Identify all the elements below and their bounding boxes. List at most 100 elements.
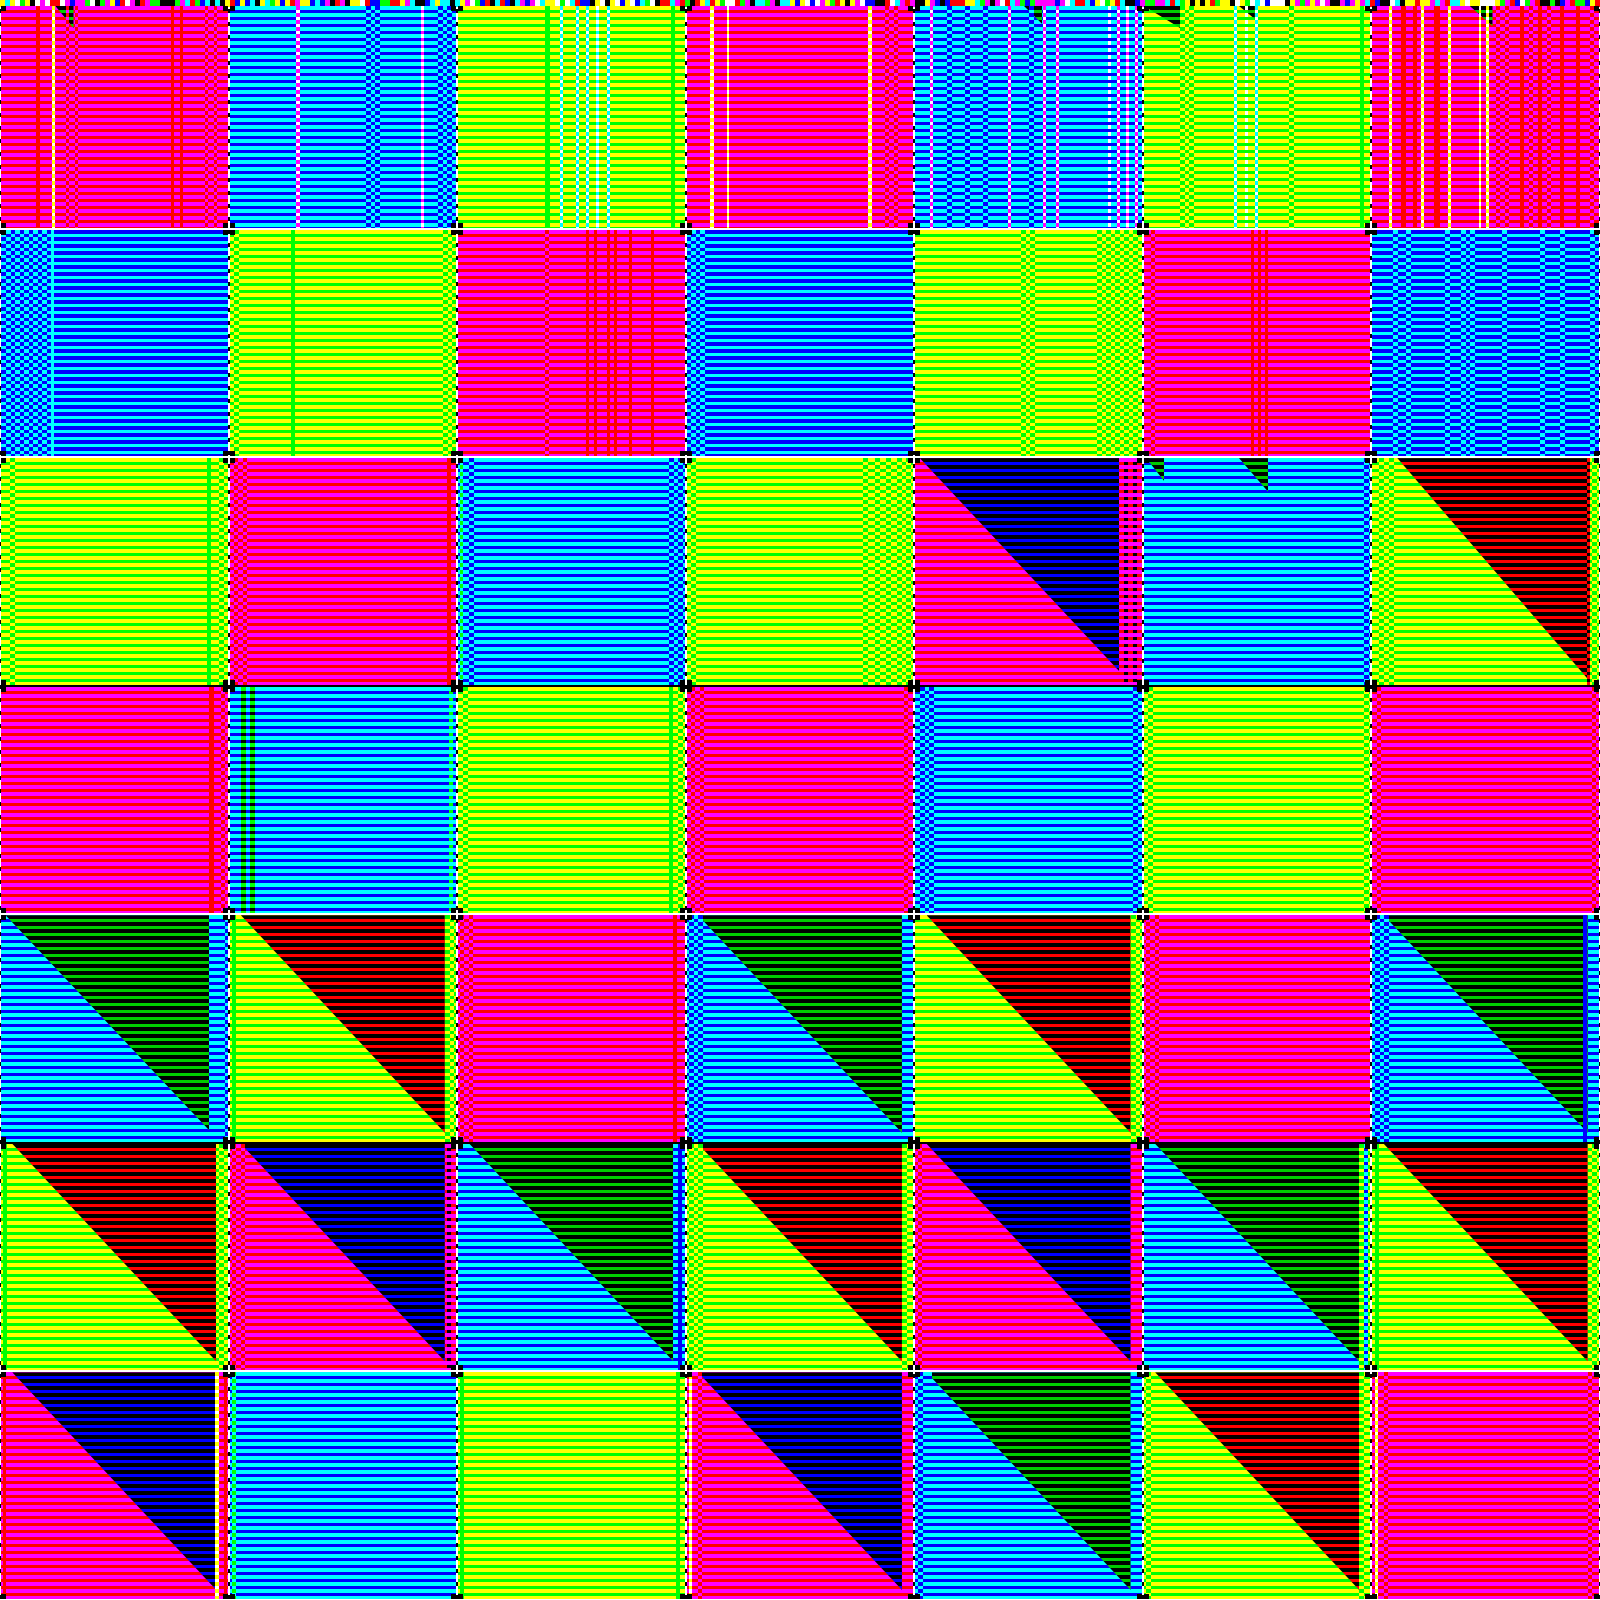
vertical-accent-line: [1265, 229, 1269, 457]
noise-pixel: [940, 0, 945, 7]
noise-pixel: [1550, 0, 1555, 7]
noise-pixel: [700, 0, 705, 7]
vertical-accent-line: [671, 6, 676, 228]
corner-dot: [229, 908, 235, 914]
corner-dot: [1365, 915, 1371, 921]
noise-pixel: [835, 0, 840, 7]
noise-pixel: [580, 0, 585, 7]
noise-pixel: [1110, 0, 1115, 7]
vertical-accent-line: [1125, 6, 1129, 228]
notch-triangle: [1469, 6, 1493, 26]
noise-pixel: [315, 0, 320, 7]
pattern-cell: [1372, 6, 1599, 228]
corner-dot: [1372, 222, 1378, 228]
noise-pixel: [350, 0, 355, 7]
pattern-cell: [458, 915, 685, 1142]
noise-pixel: [765, 0, 770, 7]
vertical-accent-line: [1383, 1372, 1388, 1599]
corner-dot: [1143, 1372, 1149, 1378]
noise-pixel: [1560, 0, 1565, 7]
corner-dot: [908, 915, 914, 921]
vertical-accent-line: [1392, 229, 1398, 457]
vertical-accent-line: [1469, 229, 1475, 457]
noise-pixel: [90, 0, 95, 7]
noise-pixel: [270, 0, 275, 7]
vertical-accent-line: [1444, 229, 1450, 457]
noise-pixel: [485, 0, 490, 7]
pattern-cell: [458, 6, 685, 228]
noise-pixel: [865, 0, 870, 7]
corner-dot: [686, 458, 692, 464]
vertical-accent-line: [216, 915, 222, 1142]
vertical-accent-line: [1363, 686, 1369, 914]
pattern-cell: [229, 6, 457, 228]
corner-dot: [229, 915, 235, 921]
noise-pixel: [780, 0, 785, 7]
noise-pixel: [895, 0, 900, 7]
pattern-cell: [1143, 458, 1371, 685]
noise-pixel: [1380, 0, 1385, 7]
vertical-accent-line: [1504, 6, 1509, 228]
noise-pixel: [1415, 0, 1420, 7]
corner-dot: [1593, 6, 1599, 11]
vertical-accent-line: [1155, 915, 1160, 1142]
vertical-accent-line: [296, 6, 301, 228]
vertical-accent-line: [901, 1143, 907, 1371]
vertical-accent-line: [606, 6, 610, 228]
noise-pixel: [1575, 0, 1580, 7]
corner-dot: [451, 1593, 457, 1599]
noise-pixel: [615, 0, 620, 7]
corner-dot: [679, 229, 685, 235]
pattern-cell: [1143, 915, 1371, 1142]
noise-pixel: [275, 0, 280, 7]
vertical-accent-line: [240, 686, 246, 914]
noise-pixel: [1535, 0, 1540, 7]
diagonal-triangle: [12, 1143, 217, 1362]
noise-pixel: [1025, 0, 1030, 7]
corner-dot: [458, 458, 464, 464]
vertical-accent-line: [451, 229, 457, 457]
noise-pixel: [670, 0, 675, 7]
corner-dot: [1365, 451, 1371, 457]
corner-dot: [1136, 451, 1142, 457]
noise-pixel: [1030, 0, 1035, 7]
noise-pixel: [1375, 0, 1380, 7]
corner-dot: [1143, 1365, 1149, 1371]
corner-dot: [686, 915, 692, 921]
corner-dot: [458, 908, 464, 914]
vertical-accent-line: [1586, 458, 1590, 685]
corner-dot: [222, 6, 228, 11]
noise-pixel: [860, 0, 865, 7]
corner-dot: [1372, 451, 1378, 457]
noise-pixel: [995, 0, 1000, 7]
noise-pixel: [1340, 0, 1345, 7]
corner-dot: [915, 1593, 921, 1599]
noise-pixel: [55, 0, 60, 7]
noise-pixel: [640, 0, 645, 7]
noise-pixel: [1120, 0, 1125, 7]
vertical-accent-line: [290, 229, 295, 457]
noise-pixel: [400, 0, 405, 7]
vertical-accent-line: [438, 6, 443, 228]
corner-dot: [915, 229, 921, 235]
noise-pixel: [1135, 0, 1140, 7]
corner-dot: [686, 229, 692, 235]
corner-dot: [1, 1372, 6, 1378]
corner-dot: [1365, 1143, 1371, 1149]
noise-pixel: [230, 0, 235, 7]
diagonal-triangle: [5, 915, 210, 1131]
corner-dot: [1136, 686, 1142, 692]
vertical-accent-line: [1360, 6, 1365, 228]
pattern-cell: [458, 686, 685, 914]
pattern-cell: [915, 686, 1142, 914]
vertical-accent-line: [677, 686, 683, 914]
corner-dot: [1365, 229, 1371, 235]
vertical-accent-line: [710, 6, 715, 228]
corner-dot: [1143, 1136, 1149, 1142]
corner-dot: [1372, 686, 1378, 692]
noise-pixel: [950, 0, 955, 7]
corner-dot: [1, 222, 6, 228]
vertical-accent-line: [218, 1143, 224, 1371]
noise-pixel: [240, 0, 245, 7]
noise-pixel: [1190, 0, 1195, 7]
